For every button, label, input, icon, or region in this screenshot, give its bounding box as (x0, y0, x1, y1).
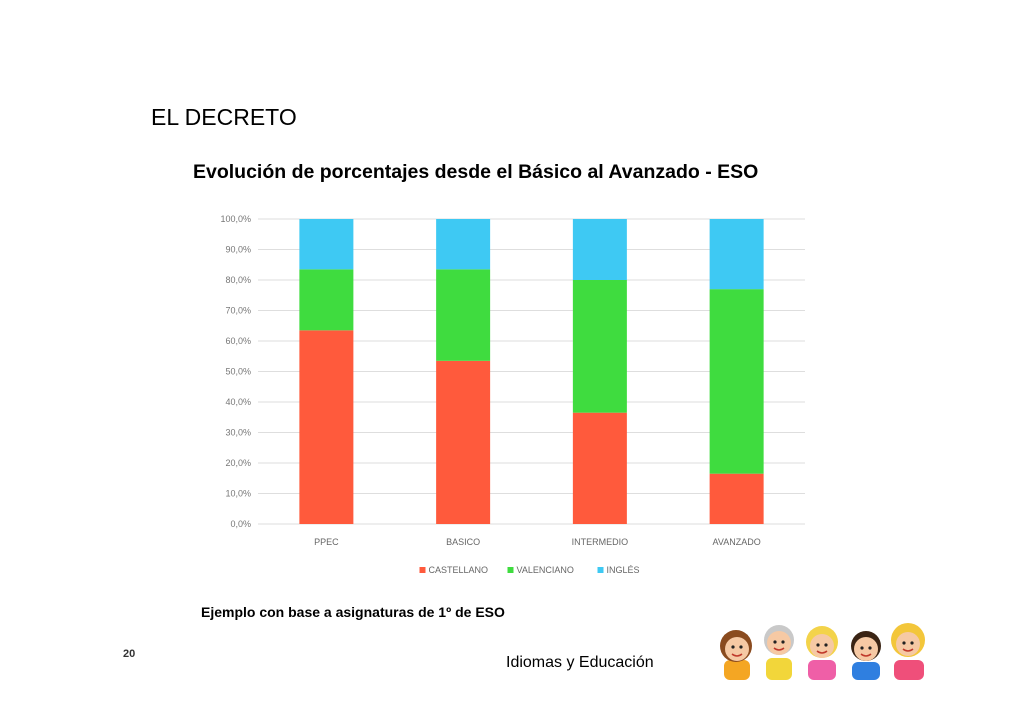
bar-valenciano-basico (436, 269, 491, 361)
legend-label: INGLÉS (607, 565, 640, 575)
bar-ingles-intermedio (572, 219, 627, 280)
bar-valenciano-intermedio (572, 280, 627, 413)
y-tick-label: 80,0% (225, 275, 251, 285)
x-tick-label: BASICO (446, 537, 480, 547)
y-tick-label: 30,0% (225, 428, 251, 438)
x-tick-label: AVANZADO (713, 537, 761, 547)
y-tick-label: 0,0% (230, 519, 251, 529)
footer-label: Idiomas y Educación (506, 654, 654, 671)
bar-ingles-ppec (299, 219, 354, 270)
stacked-bar-chart: 0,0% 10,0% 20,0% 30,0% 40,0% 50,0% 60,0% 70,0% 8… (220, 214, 805, 575)
legend-swatch (507, 567, 514, 573)
y-tick-label: 70,0% (225, 306, 251, 316)
children-illustration-icon (720, 623, 925, 680)
chart-note: Ejemplo con base a asignaturas de 1º de … (201, 604, 505, 620)
bar-castellano-intermedio (572, 412, 627, 524)
page-number: 20 (123, 648, 136, 660)
slide-heading: EL DECRETO (151, 104, 297, 130)
x-tick-label: PPEC (314, 537, 339, 547)
legend-swatch (419, 567, 426, 573)
y-tick-label: 40,0% (225, 397, 251, 407)
bar-castellano-ppec (299, 330, 354, 524)
bar-castellano-avanzado (709, 473, 764, 524)
bar-ingles-avanzado (709, 219, 764, 290)
bar-ingles-basico (436, 219, 491, 270)
bar-valenciano-ppec (299, 269, 354, 331)
y-tick-label: 20,0% (225, 458, 251, 468)
x-tick-label: INTERMEDIO (572, 537, 629, 547)
y-tick-label: 90,0% (225, 245, 251, 255)
legend-label: VALENCIANO (517, 565, 574, 575)
y-tick-label: 50,0% (225, 367, 251, 377)
y-tick-label: 60,0% (225, 336, 251, 346)
bar-valenciano-avanzado (709, 289, 764, 474)
legend-label: CASTELLANO (429, 565, 489, 575)
legend-swatch (597, 567, 604, 573)
bar-castellano-basico (436, 360, 491, 524)
y-tick-label: 100,0% (220, 214, 251, 224)
chart-title: Evolución de porcentajes desde el Básico… (193, 161, 759, 183)
y-tick-label: 10,0% (225, 489, 251, 499)
